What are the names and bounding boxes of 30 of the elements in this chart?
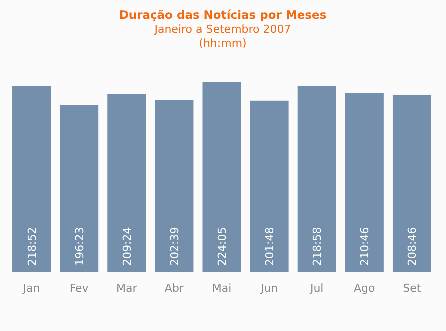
bar bbox=[298, 86, 336, 272]
y-axis-title: (hh:mm) bbox=[199, 37, 247, 50]
chart-subtitle: Janeiro a Setembro 2007 bbox=[154, 23, 292, 36]
data-label: 202:39 bbox=[168, 227, 182, 266]
data-label: 208:46 bbox=[406, 227, 420, 266]
bar bbox=[392, 94, 432, 272]
data-label: 196:23 bbox=[73, 227, 86, 266]
data-label: 218:58 bbox=[311, 227, 324, 266]
data-label: 210:46 bbox=[358, 227, 372, 266]
data-label: 224:05 bbox=[216, 227, 229, 266]
chart-title: Duração das Notícias por Meses bbox=[119, 8, 327, 22]
bar bbox=[345, 93, 384, 272]
bar bbox=[202, 82, 242, 272]
x-tick-label: Jan bbox=[22, 282, 40, 295]
bar bbox=[250, 100, 289, 272]
x-tick-label: Abr bbox=[164, 282, 184, 295]
x-tick-label: Fev bbox=[70, 282, 90, 295]
data-label: 218:52 bbox=[26, 227, 39, 266]
x-tick-label: Jul bbox=[309, 282, 324, 295]
x-tick-label: Ago bbox=[354, 282, 376, 295]
x-tick-label: Mai bbox=[212, 282, 232, 295]
bar bbox=[60, 105, 99, 272]
data-label: 209:24 bbox=[120, 227, 134, 266]
x-tick-label: Mar bbox=[116, 282, 138, 295]
x-tick-label: Set bbox=[403, 282, 422, 295]
x-tick-label: Jun bbox=[260, 282, 278, 295]
bar bbox=[108, 94, 146, 272]
bar bbox=[155, 100, 194, 272]
data-label: 201:48 bbox=[264, 227, 277, 266]
bar bbox=[12, 86, 52, 272]
